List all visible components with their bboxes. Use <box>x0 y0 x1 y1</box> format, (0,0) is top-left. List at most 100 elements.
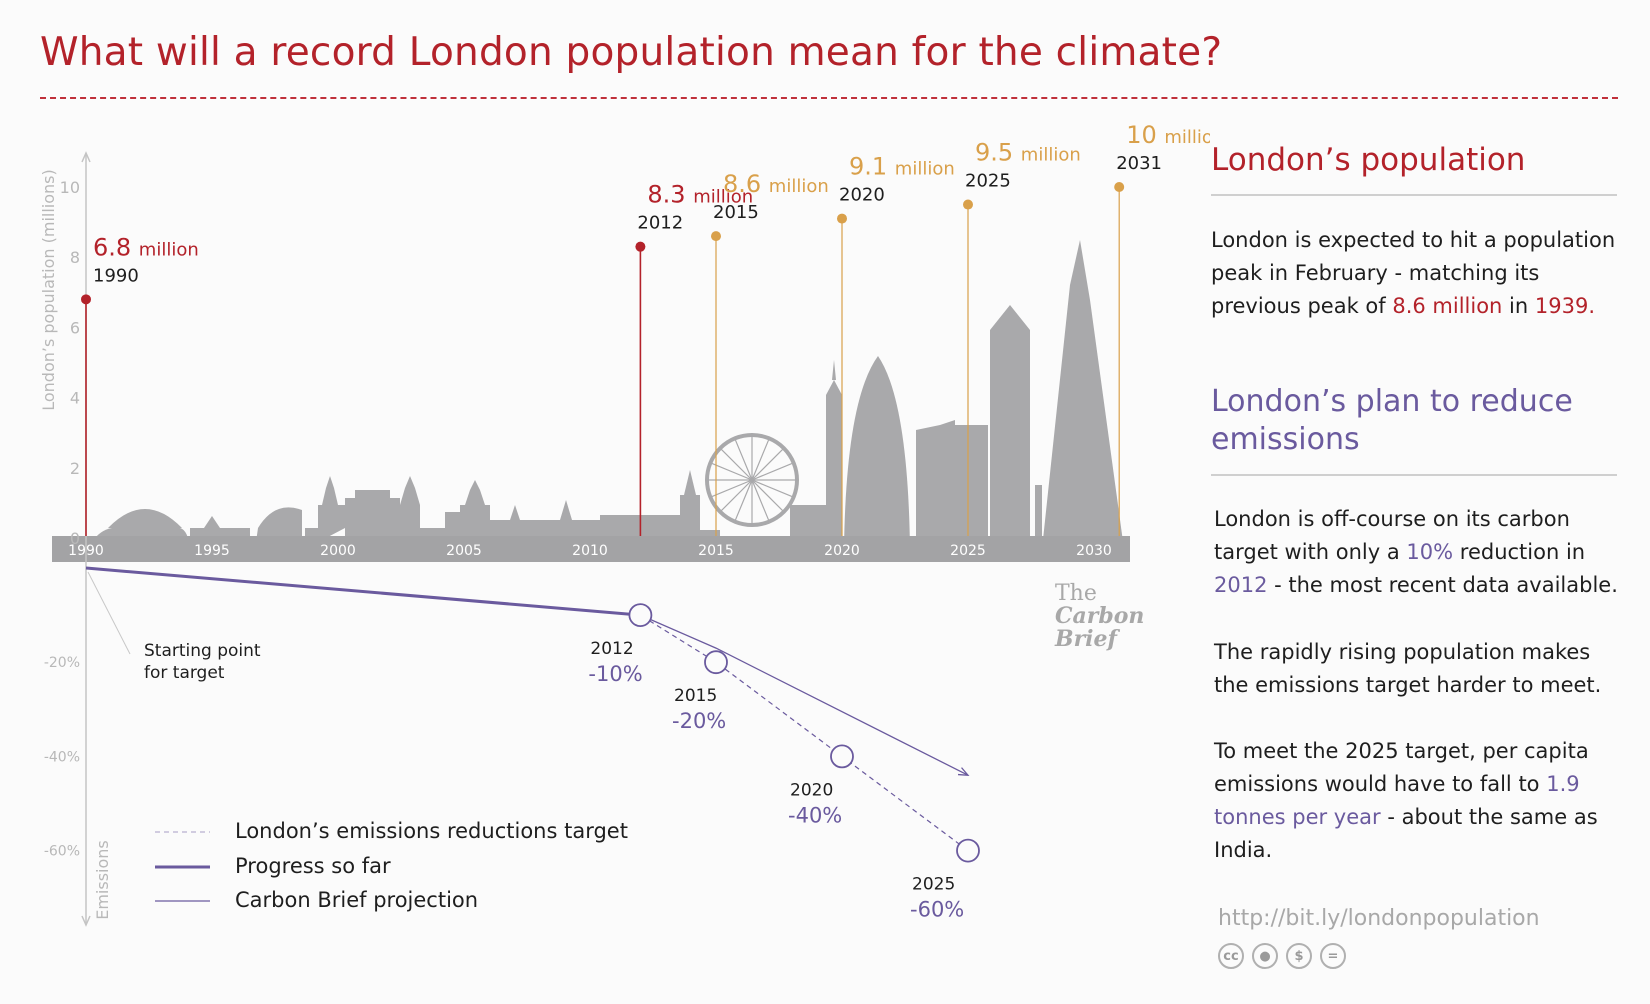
population-heading: London’s population <box>1211 142 1526 178</box>
population-y-tick: 6 <box>70 318 80 337</box>
target-marker <box>628 603 653 627</box>
population-value-label: 8.6 million <box>723 170 829 198</box>
noncommercial-icon: $ <box>1286 943 1312 969</box>
legend-label: Progress so far <box>235 854 391 878</box>
target-marker <box>704 650 728 675</box>
target-percent-label: -60% <box>910 898 964 922</box>
population-year-label: 2015 <box>713 202 759 223</box>
target-year-label: 2015 <box>674 686 717 706</box>
target-marker <box>956 838 980 863</box>
emissions-y-tick: -20% <box>44 655 80 671</box>
skyline-building-21 <box>832 360 836 380</box>
y-axis-arrow-top <box>81 151 91 163</box>
emissions-paragraph-1: London is off-course on its carbon targe… <box>1214 507 1618 597</box>
source-link[interactable]: http://bit.ly/londonpopulation <box>1218 906 1540 931</box>
population-y-tick: 10 <box>60 178 80 197</box>
population-value-label: 9.1 million <box>849 153 955 181</box>
london-eye-spoke <box>751 479 785 513</box>
noderivatives-icon: = <box>1320 943 1346 969</box>
skyline-building-16 <box>680 495 700 549</box>
x-tick-label: 2030 <box>1076 543 1112 559</box>
population-value-label: 6.8 million <box>93 233 199 261</box>
london-eye-spoke <box>710 479 753 498</box>
population-value-label: 10 million <box>1126 121 1210 149</box>
population-point <box>1114 182 1125 192</box>
skyline-building-27 <box>1042 240 1124 549</box>
target-marker <box>830 744 854 769</box>
population-y-label: London’s population (millions) <box>39 169 58 411</box>
start-annotation-leader <box>87 571 131 655</box>
skyline-building-24 <box>955 425 988 549</box>
x-tick-label: 1990 <box>68 543 104 559</box>
y-axis-arrow-bottom <box>81 915 91 927</box>
projection-arrowhead <box>957 767 970 776</box>
title-divider <box>40 97 1618 99</box>
emissions-paragraph-3: To meet the 2025 target, per capita emis… <box>1214 739 1598 862</box>
skyline-building-12 <box>465 480 485 505</box>
population-point <box>635 241 646 252</box>
legend-label: London’s emissions reductions target <box>235 819 628 843</box>
population-value-label: 8.3 million <box>647 181 753 209</box>
target-percent-label: -40% <box>788 803 842 827</box>
emissions-series-thin <box>640 614 969 776</box>
target-year-label: 2020 <box>790 780 833 800</box>
target-year-label: 2025 <box>912 875 955 895</box>
skyline-building-22 <box>844 356 910 549</box>
london-eye-spoke <box>734 438 753 481</box>
population-year-label: 2031 <box>1116 153 1162 174</box>
skyline-building-14 <box>510 500 572 520</box>
skyline-building-25 <box>990 305 1030 549</box>
emissions-chart: -20% -40% -60% Emissions 2012 -10% 2015 -20% 202… <box>44 566 980 922</box>
emissions-y-tick: -60% <box>44 844 80 860</box>
population-y-tick: 2 <box>70 459 80 478</box>
x-tick-label: 2025 <box>950 543 986 559</box>
london-skyline-silhouette <box>92 240 1124 549</box>
london-eye-spoke <box>710 462 753 481</box>
emissions-divider <box>1211 474 1617 476</box>
x-tick-label: 2000 <box>320 543 356 559</box>
population-value-label: 9.5 million <box>975 139 1081 167</box>
legend-label: Carbon Brief projection <box>235 888 478 912</box>
target-percent-label: -20% <box>672 709 726 733</box>
skyline-building-7 <box>355 490 390 498</box>
london-eye-spoke <box>719 479 753 513</box>
skyline-building-8 <box>400 476 420 549</box>
population-y-tick: 0 <box>70 529 80 548</box>
attribution-icon: ● <box>1252 943 1278 969</box>
population-year-label: 1990 <box>93 265 139 286</box>
london-eye-spoke <box>751 438 770 481</box>
skyline-building-5 <box>322 476 338 505</box>
skyline-building-23 <box>916 420 955 549</box>
carbon-brief-logo: The Carbon Brief <box>1055 581 1145 652</box>
x-tick-label: 2005 <box>446 543 482 559</box>
x-tick-label: 2015 <box>698 543 734 559</box>
population-point <box>711 231 721 242</box>
start-annotation-text: Starting point <box>144 641 261 661</box>
emissions-paragraph-2: The rapidly rising population makes the … <box>1214 640 1602 697</box>
london-eye-spoke <box>751 479 794 498</box>
london-eye-spoke <box>751 462 794 481</box>
population-divider <box>1211 194 1617 196</box>
population-year-label: 2012 <box>637 213 683 234</box>
population-text: London is expected to hit a population p… <box>1211 228 1616 318</box>
london-eye-spoke <box>734 479 753 522</box>
page-title: What will a record London population mea… <box>40 30 1223 75</box>
population-point <box>81 294 91 305</box>
skyline-building-1 <box>108 509 182 528</box>
emissions-y-tick: -40% <box>44 749 80 765</box>
skyline-building-26 <box>1035 485 1042 549</box>
emissions-heading: London’s plan to reduce emissions <box>1211 384 1573 457</box>
skyline-building-20 <box>826 380 842 549</box>
timeline-band <box>52 536 1130 562</box>
london-eye-spoke <box>719 447 753 481</box>
population-point <box>837 213 847 224</box>
population-y-tick: 8 <box>70 248 80 267</box>
x-tick-label: 1995 <box>194 543 230 559</box>
emissions-y-label: Emissions <box>93 840 112 920</box>
x-tick-label: 2010 <box>572 543 608 559</box>
x-tick-label: 2020 <box>824 543 860 559</box>
population-point <box>963 199 973 210</box>
target-year-label: 2012 <box>590 639 633 659</box>
